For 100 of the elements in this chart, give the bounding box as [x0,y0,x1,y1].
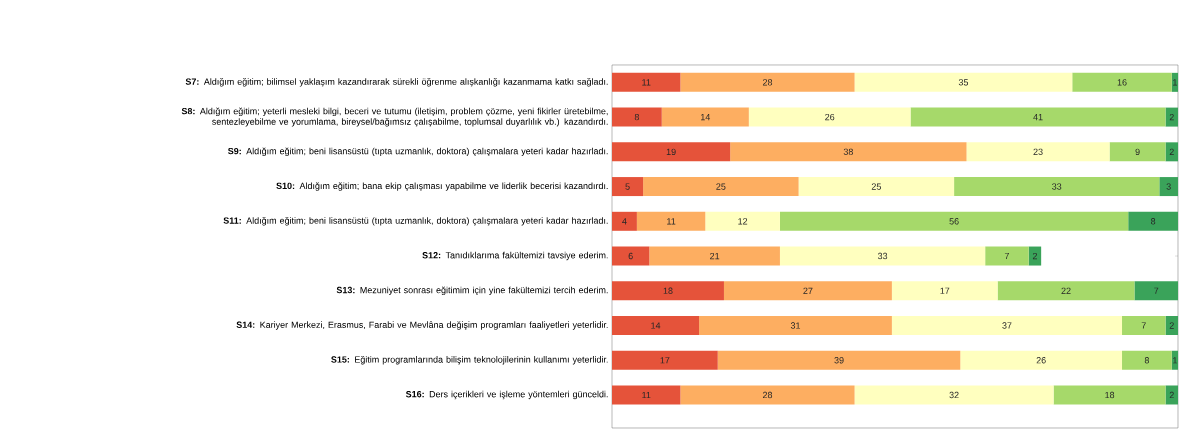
bar [1072,72,1172,92]
bar [636,211,706,231]
bar [705,211,780,231]
bar [985,246,1029,266]
bar [612,350,718,370]
data-label: 33 [1052,183,1062,190]
bar [748,107,911,127]
bar [798,177,955,197]
y-tick-label: S11: Aldığım eğitim; beni lisansüstü (tıpta uzmanlık, doktora) çalışmalara yeteri kadar hazırladı. [223,217,608,226]
bar [1171,72,1178,92]
data-label: 33 [877,252,888,260]
bar [910,107,1166,127]
data-label: 22 [1061,287,1071,294]
bar [1128,211,1178,231]
bar [699,316,892,336]
data-label: 23 [1033,148,1043,156]
data-label: 39 [834,357,844,364]
data-label: 4 [622,218,627,225]
bar [723,281,892,301]
data-label: 26 [825,113,835,121]
bar [612,211,637,231]
bar [612,385,681,405]
bar [612,107,662,127]
bar [1134,281,1178,301]
bar [643,177,799,197]
bar [779,246,986,266]
bar [854,72,1073,92]
bar [854,385,1054,405]
y-tick-label: S7: Aldığım eğitim; bilimsel yaklaşım kazandırarak sürekli öğrenme alışkanlığı kazanmama katkı sağladı. [185,78,608,87]
data-label: 3 [1166,183,1171,190]
bar [1165,385,1178,405]
bar [612,281,724,301]
data-label: 2 [1169,148,1174,155]
data-label: 27 [803,287,813,294]
data-label: 1 [1173,357,1177,364]
bar [649,246,780,266]
y-tick-label: S8: Aldığım eğitim; yeterli mesleki bilgi, beceri ve tutumu (iletişim, problem çözme, yeni fikirler üretebilme, sentezleyebilme ve yorumlama, bireysel/bağımsız çalışabilme, toplumsal duyarlılık vb.) kazandırdı. [181,107,608,127]
data-label: 7 [1141,322,1146,329]
y-tick-label: S16: Ders içerikleri ve işleme yöntemleri günceldi. [405,390,608,400]
bar [1122,350,1172,370]
data-label: 25 [871,183,881,190]
data-label: 35 [958,79,969,86]
data-label: 25 [716,183,726,190]
data-label: 41 [1033,114,1043,121]
data-label: 11 [667,218,676,225]
bar [997,281,1135,301]
data-label: 18 [663,287,673,294]
bar [717,350,961,370]
data-label: 56 [949,218,959,225]
data-label: 17 [660,357,670,364]
bar [1159,177,1178,197]
data-label: 14 [701,114,711,121]
data-label: 38 [843,148,853,156]
bar [1028,246,1042,266]
bar [1053,385,1166,405]
y-tick-label: S10: Aldığım eğitim; bana ekip çalışması yapabilme ve liderlik becerisi kazandırdı. [276,182,608,191]
bar [661,107,749,127]
bar [612,72,681,92]
y-tick-label: S12: Tanıdıklarıma fakültemizi tavsiye ederim. [422,251,608,261]
bar [779,211,1129,231]
data-label: 28 [762,79,773,86]
bar [966,142,1110,162]
data-label: 7 [1004,252,1009,260]
data-label: 9 [1135,148,1140,156]
bar [1171,350,1178,370]
y-tick-label: S9: Aldığım eğitim; beni lisansüstü (tıpta uzmanlık, doktora) çalışmalara yeteri kadar hazırladı. [228,147,608,157]
bar [891,281,998,301]
bar [680,385,855,405]
bar [1122,316,1166,336]
bar [612,316,700,336]
data-label: 5 [625,183,630,190]
data-label: 2 [1169,322,1174,329]
data-label: 6 [628,252,633,260]
bar [612,177,644,197]
data-label: 8 [1144,357,1149,364]
data-label: 12 [738,218,748,225]
data-label: 28 [762,391,773,399]
data-label: 2 [1032,252,1037,260]
bar [730,142,967,162]
bar [1165,142,1178,162]
y-tick-label: S14: Kariyer Merkezi, Erasmus, Farabi ve Mevlâna değişim programları faaliyetleri yeterlidir. [236,321,608,330]
bar [612,246,650,266]
data-label: 2 [1169,391,1174,399]
bar [1109,142,1166,162]
data-label: 7 [1154,287,1159,294]
bar [680,72,855,92]
data-label: 8 [1151,218,1156,225]
data-label: 2 [1169,113,1174,121]
bar [612,142,731,162]
data-label: 11 [642,391,651,399]
data-label: 26 [1036,357,1046,364]
data-label: 32 [949,391,959,399]
data-label: 16 [1117,79,1127,86]
data-label: 31 [790,322,801,329]
bar [954,177,1160,197]
data-label: 11 [642,79,651,86]
bar [1165,316,1178,336]
bar [1165,107,1178,127]
bar [891,316,1123,336]
bar [960,350,1123,370]
